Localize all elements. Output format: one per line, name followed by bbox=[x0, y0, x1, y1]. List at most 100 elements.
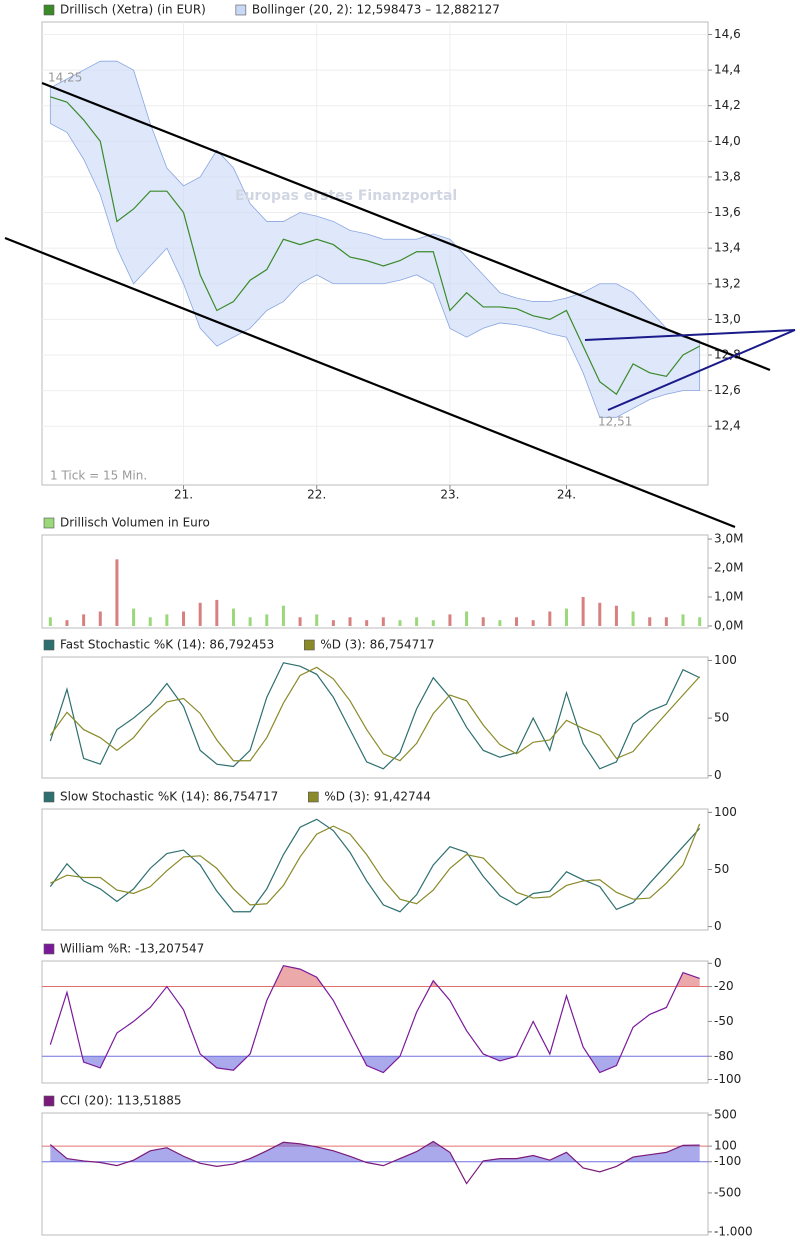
legend-label: Drillisch Volumen in Euro bbox=[60, 516, 210, 530]
volume-bar bbox=[65, 620, 69, 626]
legend-label: Bollinger (20, 2): 12,598473 – 12,882127 bbox=[252, 3, 500, 17]
y-tick-label: 500 bbox=[714, 1107, 737, 1121]
volume-bar bbox=[98, 611, 102, 626]
volume-bar bbox=[681, 614, 685, 626]
y-tick-label: 100 bbox=[714, 653, 737, 667]
volume-bar bbox=[381, 617, 385, 626]
y-tick-label: 13,6 bbox=[714, 205, 741, 219]
annotation: 1 Tick = 15 Min. bbox=[50, 469, 147, 483]
legend-swatch bbox=[43, 4, 55, 16]
volume-bar bbox=[198, 602, 202, 626]
volume-bar bbox=[415, 617, 419, 626]
x-tick-label: 21. bbox=[174, 488, 193, 502]
panel-frame bbox=[41, 1112, 709, 1236]
series-line bbox=[49, 666, 701, 762]
volume-bar bbox=[331, 620, 335, 626]
trend-line bbox=[607, 329, 796, 411]
volume-bar bbox=[115, 559, 119, 626]
bollinger-band bbox=[49, 60, 701, 418]
legend-label: CCI (20): 113,51885 bbox=[60, 1094, 182, 1108]
legend-swatch bbox=[235, 4, 247, 16]
x-tick-label: 24. bbox=[557, 488, 576, 502]
legend-swatch bbox=[43, 943, 55, 955]
series-line bbox=[50, 96, 700, 396]
volume-bar bbox=[315, 614, 319, 626]
volume-bar bbox=[398, 620, 402, 626]
y-tick-label: -1.000 bbox=[714, 1224, 753, 1238]
volume-bar bbox=[431, 620, 435, 626]
y-tick-label: 0 bbox=[714, 919, 722, 933]
y-tick-label: 2,0M bbox=[714, 561, 743, 575]
y-tick-label: 13,8 bbox=[714, 169, 741, 183]
y-tick-label: 50 bbox=[714, 711, 729, 725]
legend-label: Slow Stochastic %K (14): 86,754717 bbox=[60, 790, 278, 804]
volume-bar bbox=[515, 617, 519, 626]
y-tick-label: 0 bbox=[714, 768, 722, 782]
y-tick-label: 0,0M bbox=[714, 618, 743, 632]
volume-bar bbox=[348, 617, 352, 626]
volume-bar bbox=[448, 614, 452, 626]
trend-line bbox=[41, 81, 771, 372]
legend-swatch bbox=[304, 639, 315, 651]
volume-bar bbox=[265, 614, 269, 626]
legend-swatch bbox=[43, 517, 55, 529]
annotation: 14,25 bbox=[48, 71, 82, 85]
volume-bar bbox=[165, 614, 169, 626]
volume-bar bbox=[498, 620, 502, 626]
panel-frame bbox=[41, 534, 709, 629]
y-tick-label: 13,0 bbox=[714, 312, 741, 326]
volume-bar bbox=[664, 617, 668, 626]
annotation: 12,51 bbox=[598, 415, 632, 429]
reference-fill bbox=[50, 1141, 700, 1162]
volume-bar bbox=[548, 611, 552, 626]
annotation: Europas erstes Finanzportal bbox=[235, 188, 457, 204]
series-line bbox=[49, 662, 700, 770]
reference-fill bbox=[273, 965, 700, 987]
legend-swatch bbox=[308, 791, 319, 803]
series-line bbox=[50, 823, 701, 906]
y-tick-label: 13,4 bbox=[714, 241, 741, 255]
y-tick-label: 14,6 bbox=[714, 27, 741, 41]
volume-bar bbox=[631, 611, 635, 626]
legend-label: William %R: -13,207547 bbox=[60, 942, 204, 956]
volume-bar bbox=[581, 597, 585, 626]
y-tick-label: 14,4 bbox=[714, 63, 741, 77]
legend-swatch bbox=[43, 791, 55, 803]
y-tick-label: 100 bbox=[714, 1139, 737, 1153]
volume-bar bbox=[698, 617, 702, 626]
volume-bar bbox=[481, 617, 485, 626]
y-tick-label: 12,6 bbox=[714, 383, 741, 397]
panel-frame bbox=[41, 808, 709, 931]
volume-bar bbox=[365, 620, 369, 626]
legend-swatch bbox=[43, 1095, 55, 1107]
legend-label: Fast Stochastic %K (14): 86,792453 bbox=[60, 638, 274, 652]
reference-fill bbox=[50, 1056, 700, 1073]
volume-bar bbox=[531, 620, 535, 626]
volume-bar bbox=[248, 617, 252, 626]
volume-bar bbox=[48, 617, 52, 626]
volume-bar bbox=[148, 617, 152, 626]
y-tick-label: -100 bbox=[714, 1072, 741, 1086]
volume-bar bbox=[564, 608, 568, 626]
y-tick-label: 14,2 bbox=[714, 98, 741, 112]
y-tick-label: -500 bbox=[714, 1185, 741, 1199]
y-tick-label: 3,0M bbox=[714, 532, 743, 546]
volume-bar bbox=[231, 608, 235, 626]
x-tick-label: 22. bbox=[307, 488, 326, 502]
legend-label: %D (3): 86,754717 bbox=[320, 638, 434, 652]
series-line bbox=[49, 1140, 700, 1185]
x-tick-label: 23. bbox=[440, 488, 459, 502]
y-tick-label: 1,0M bbox=[714, 590, 743, 604]
series-line bbox=[49, 964, 700, 1074]
volume-bar bbox=[298, 617, 302, 626]
volume-bar bbox=[648, 617, 652, 626]
volume-bar bbox=[598, 602, 602, 626]
volume-bar bbox=[281, 605, 285, 626]
volume-bar bbox=[465, 611, 469, 626]
y-tick-label: -50 bbox=[714, 1014, 734, 1028]
y-tick-label: 13,2 bbox=[714, 276, 741, 290]
y-tick-label: 14,0 bbox=[714, 134, 741, 148]
y-tick-label: -100 bbox=[714, 1154, 741, 1168]
series-line bbox=[49, 818, 701, 913]
y-tick-label: 12,4 bbox=[714, 419, 741, 433]
